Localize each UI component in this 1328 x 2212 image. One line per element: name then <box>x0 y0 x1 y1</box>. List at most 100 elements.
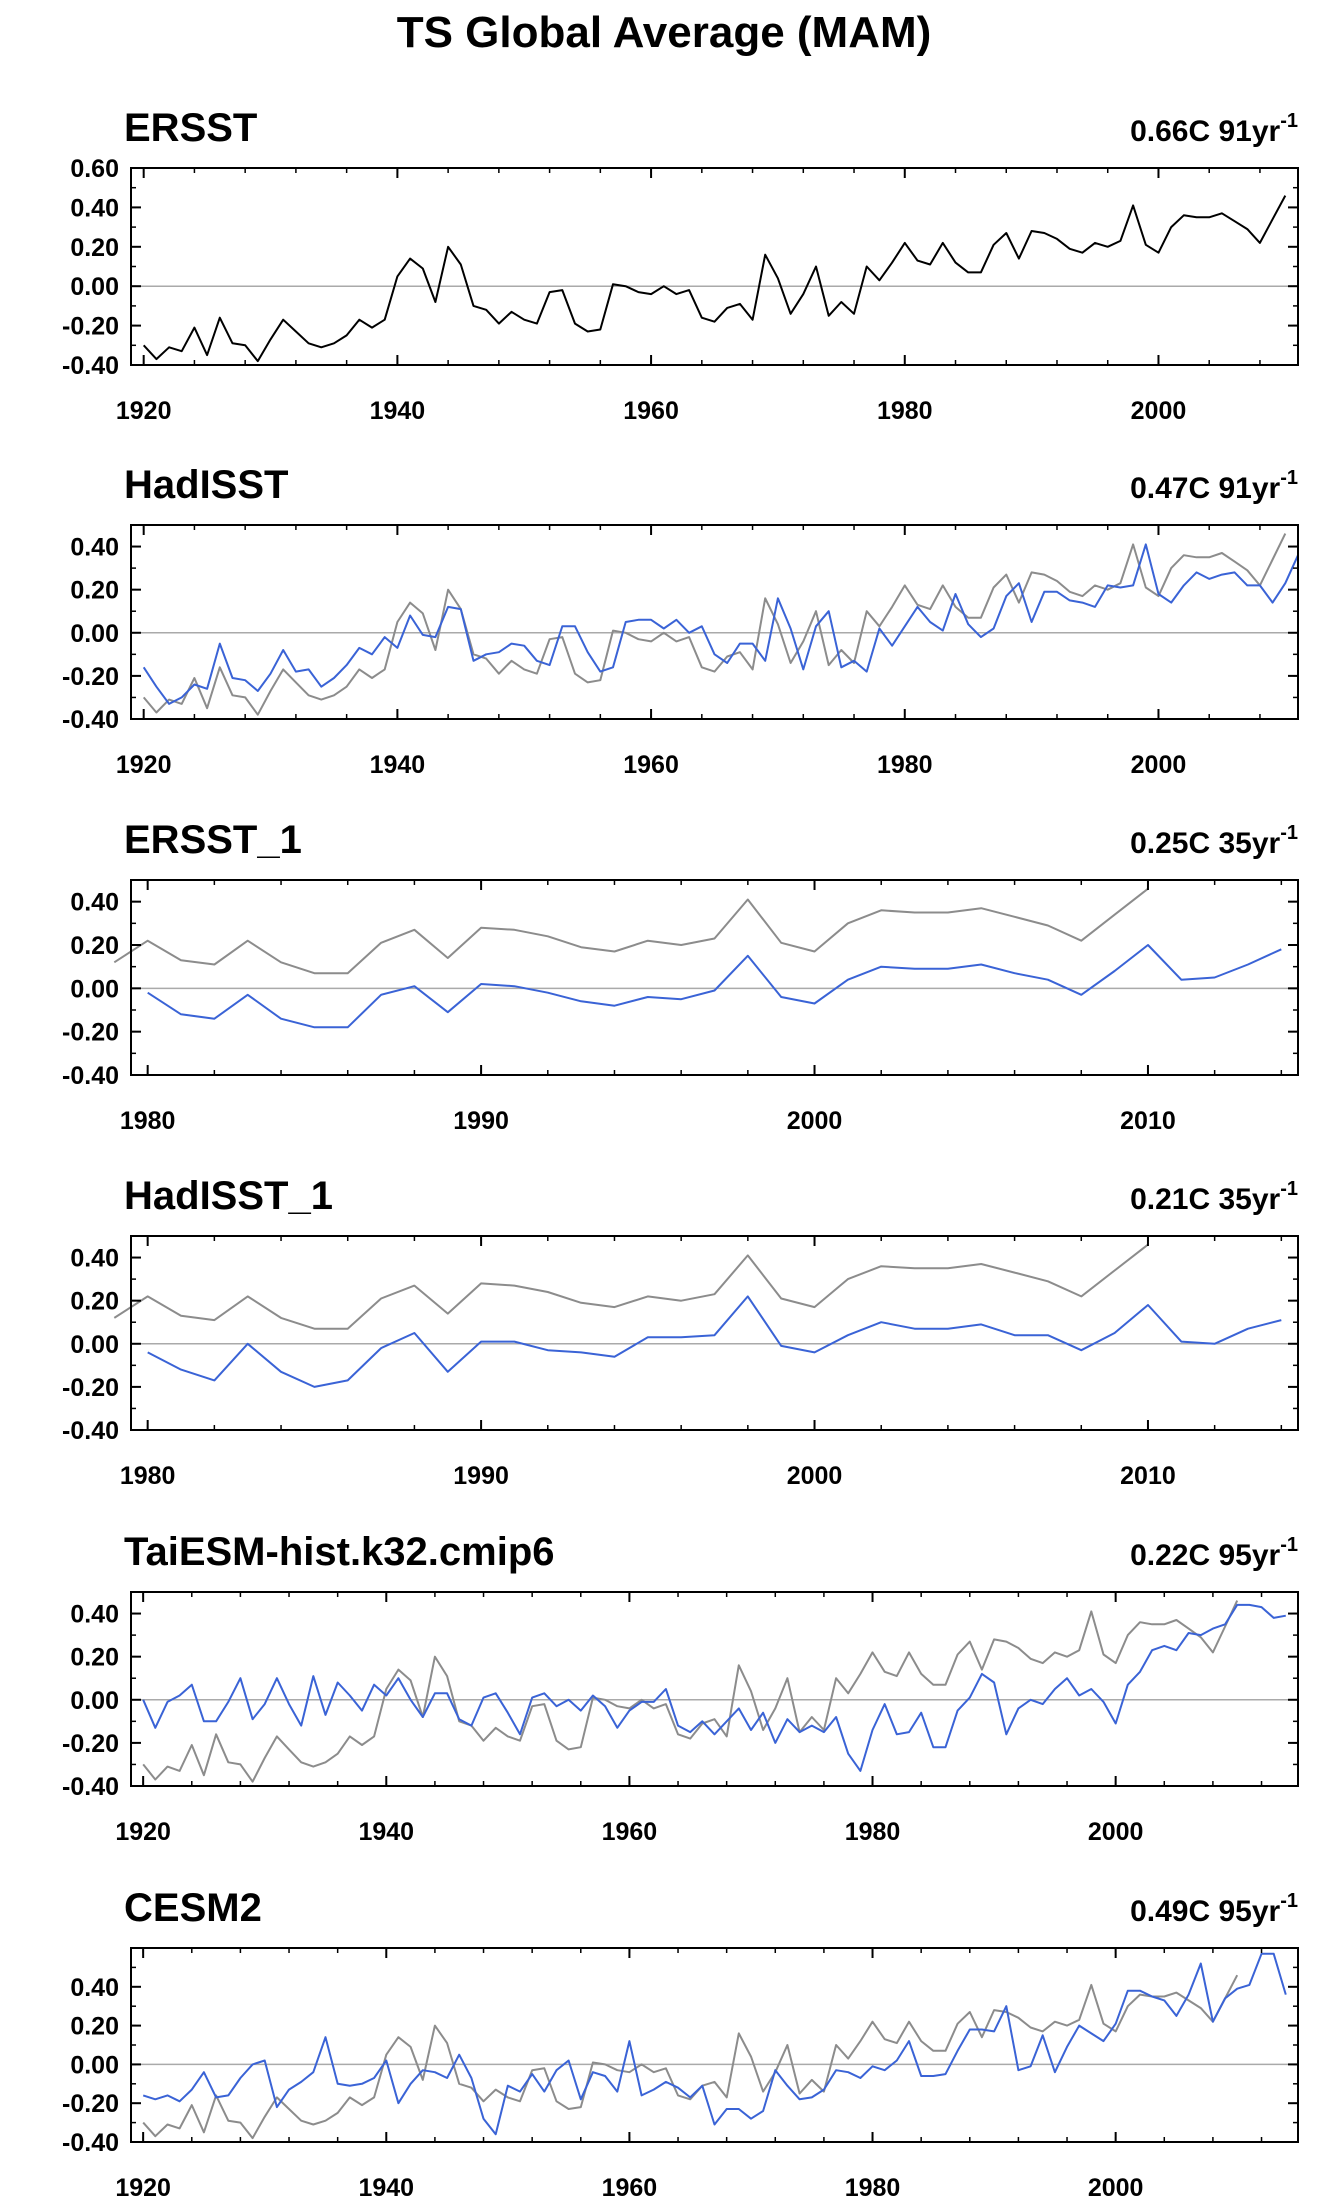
panel-2: HadISST 0.47C 91yr-1 0.40 0.20 0.00 -0.20 -0.4… <box>62 463 1299 779</box>
panel-6: CESM2 0.49C 95yr-1 0.40 0.20 0.00 -0.20 -0.40 1… <box>62 1886 1299 2202</box>
series-line-model <box>142 1952 1287 2136</box>
y-tick-label: -0.40 <box>62 352 119 380</box>
y-tick-label: 0.20 <box>70 932 119 960</box>
trend-label: 0.49C 95yr-1 <box>1130 1890 1298 1928</box>
y-tick-label: 0.60 <box>70 155 119 183</box>
panel-5: TaiESM-hist.k32.cmip6 0.22C 95yr-1 0.40 0.2… <box>62 1530 1299 1846</box>
x-tick-label: 1920 <box>115 1818 171 1846</box>
series-line-ref <box>113 887 1149 975</box>
panel-title: ERSST <box>124 106 257 150</box>
y-tick-label: -0.20 <box>62 313 119 341</box>
x-tick-label: 1980 <box>845 2174 901 2202</box>
trend-label: 0.66C 91yr-1 <box>1130 110 1298 148</box>
panel-title: HadISST <box>124 463 288 507</box>
y-tick-label: -0.40 <box>62 1773 119 1801</box>
x-tick-label: 1980 <box>877 751 933 779</box>
trend-label: 0.21C 35yr-1 <box>1130 1178 1298 1216</box>
x-tick-label: 2000 <box>1131 751 1187 779</box>
y-tick-label: 0.20 <box>70 234 119 262</box>
panel-title: CESM2 <box>124 1886 262 1930</box>
x-tick-label: 1920 <box>116 397 172 425</box>
x-tick-label: 1940 <box>358 2174 414 2202</box>
series-line-model <box>147 1295 1282 1388</box>
series-line-ref <box>142 1600 1239 1783</box>
x-tick-label: 2000 <box>787 1107 843 1135</box>
x-tick-label: 2000 <box>1088 2174 1144 2202</box>
y-tick-label: -0.20 <box>62 663 119 691</box>
y-tick-label: 0.40 <box>70 1245 119 1273</box>
y-tick-label: 0.20 <box>70 577 119 605</box>
x-tick-label: 1920 <box>115 2174 171 2202</box>
y-tick-label: 0.20 <box>70 1644 119 1672</box>
x-tick-label: 2000 <box>787 1462 843 1490</box>
x-tick-label: 1960 <box>623 751 679 779</box>
series-line-obs <box>142 195 1287 363</box>
x-tick-label: 1940 <box>370 397 426 425</box>
x-tick-label: 1990 <box>453 1107 509 1135</box>
trend-exponent: -1 <box>1280 1890 1298 1912</box>
x-tick-label: 1960 <box>602 2174 658 2202</box>
y-tick-label: -0.20 <box>62 1374 119 1402</box>
plot-frame <box>130 1947 1299 2143</box>
panel-3: ERSST_1 0.25C 35yr-1 0.40 0.20 0.00 -0.20 -0.4… <box>62 818 1299 1135</box>
plot-frame <box>130 524 1299 720</box>
y-tick-label: 0.00 <box>70 2051 119 2079</box>
x-tick-label: 1940 <box>358 1818 414 1846</box>
panel-title: ERSST_1 <box>124 818 302 862</box>
panel-1: ERSST 0.66C 91yr-1 0.60 0.40 0.20 0.00 -0.20 -0… <box>62 106 1299 425</box>
x-tick-label: 1960 <box>623 397 679 425</box>
y-tick-label: -0.20 <box>62 1730 119 1758</box>
y-tick-label: -0.20 <box>62 1019 119 1047</box>
trend-exponent: -1 <box>1280 110 1298 132</box>
x-tick-label: 2010 <box>1120 1107 1176 1135</box>
trend-exponent: -1 <box>1280 822 1298 844</box>
y-tick-label: -0.20 <box>62 2090 119 2118</box>
y-tick-label: 0.00 <box>70 620 119 648</box>
x-tick-label: 1920 <box>116 751 172 779</box>
panel-4: HadISST_1 0.21C 35yr-1 0.40 0.20 0.00 -0.20 -0… <box>62 1174 1299 1490</box>
y-tick-label: -0.40 <box>62 1062 119 1090</box>
x-tick-label: 2000 <box>1131 397 1187 425</box>
figure-title: TS Global Average (MAM) <box>397 8 932 57</box>
x-tick-label: 1980 <box>120 1107 176 1135</box>
x-tick-label: 2000 <box>1088 1818 1144 1846</box>
y-tick-label: 0.20 <box>70 1288 119 1316</box>
trend-exponent: -1 <box>1280 467 1298 489</box>
plot-frame <box>130 879 1299 1076</box>
y-tick-label: -0.40 <box>62 706 119 734</box>
series-line-ref <box>142 533 1287 716</box>
y-tick-label: 0.40 <box>70 889 119 917</box>
series-line-ref <box>113 1243 1149 1330</box>
x-tick-label: 2010 <box>1120 1462 1176 1490</box>
x-tick-label: 1990 <box>453 1462 509 1490</box>
trend-label: 0.25C 35yr-1 <box>1130 822 1298 860</box>
plot-frame <box>130 1591 1299 1787</box>
y-tick-label: 0.40 <box>70 534 119 562</box>
y-tick-label: -0.40 <box>62 1417 119 1445</box>
x-tick-label: 1960 <box>602 1818 658 1846</box>
series-line-ref <box>142 1974 1239 2140</box>
y-tick-label: 0.00 <box>70 273 119 301</box>
trend-exponent: -1 <box>1280 1534 1298 1556</box>
x-tick-label: 1980 <box>120 1462 176 1490</box>
y-tick-label: 0.40 <box>70 1974 119 2002</box>
panel-title: HadISST_1 <box>124 1174 333 1218</box>
trend-exponent: -1 <box>1280 1178 1298 1200</box>
plot-frame <box>130 1235 1299 1431</box>
y-tick-label: 0.20 <box>70 2013 119 2041</box>
y-tick-label: 0.00 <box>70 1331 119 1359</box>
plot-frame <box>130 167 1299 366</box>
series-line-model <box>142 543 1299 705</box>
panel-title: TaiESM-hist.k32.cmip6 <box>124 1530 555 1574</box>
series-line-model <box>147 944 1282 1029</box>
y-tick-label: 0.40 <box>70 194 119 222</box>
trend-label: 0.22C 95yr-1 <box>1130 1534 1298 1572</box>
x-tick-label: 1940 <box>370 751 426 779</box>
x-tick-label: 1980 <box>877 397 933 425</box>
trend-label: 0.47C 91yr-1 <box>1130 467 1298 505</box>
y-tick-label: -0.40 <box>62 2129 119 2157</box>
x-tick-label: 1980 <box>845 1818 901 1846</box>
y-tick-label: 0.00 <box>70 975 119 1003</box>
series-line-model <box>142 1603 1286 1772</box>
